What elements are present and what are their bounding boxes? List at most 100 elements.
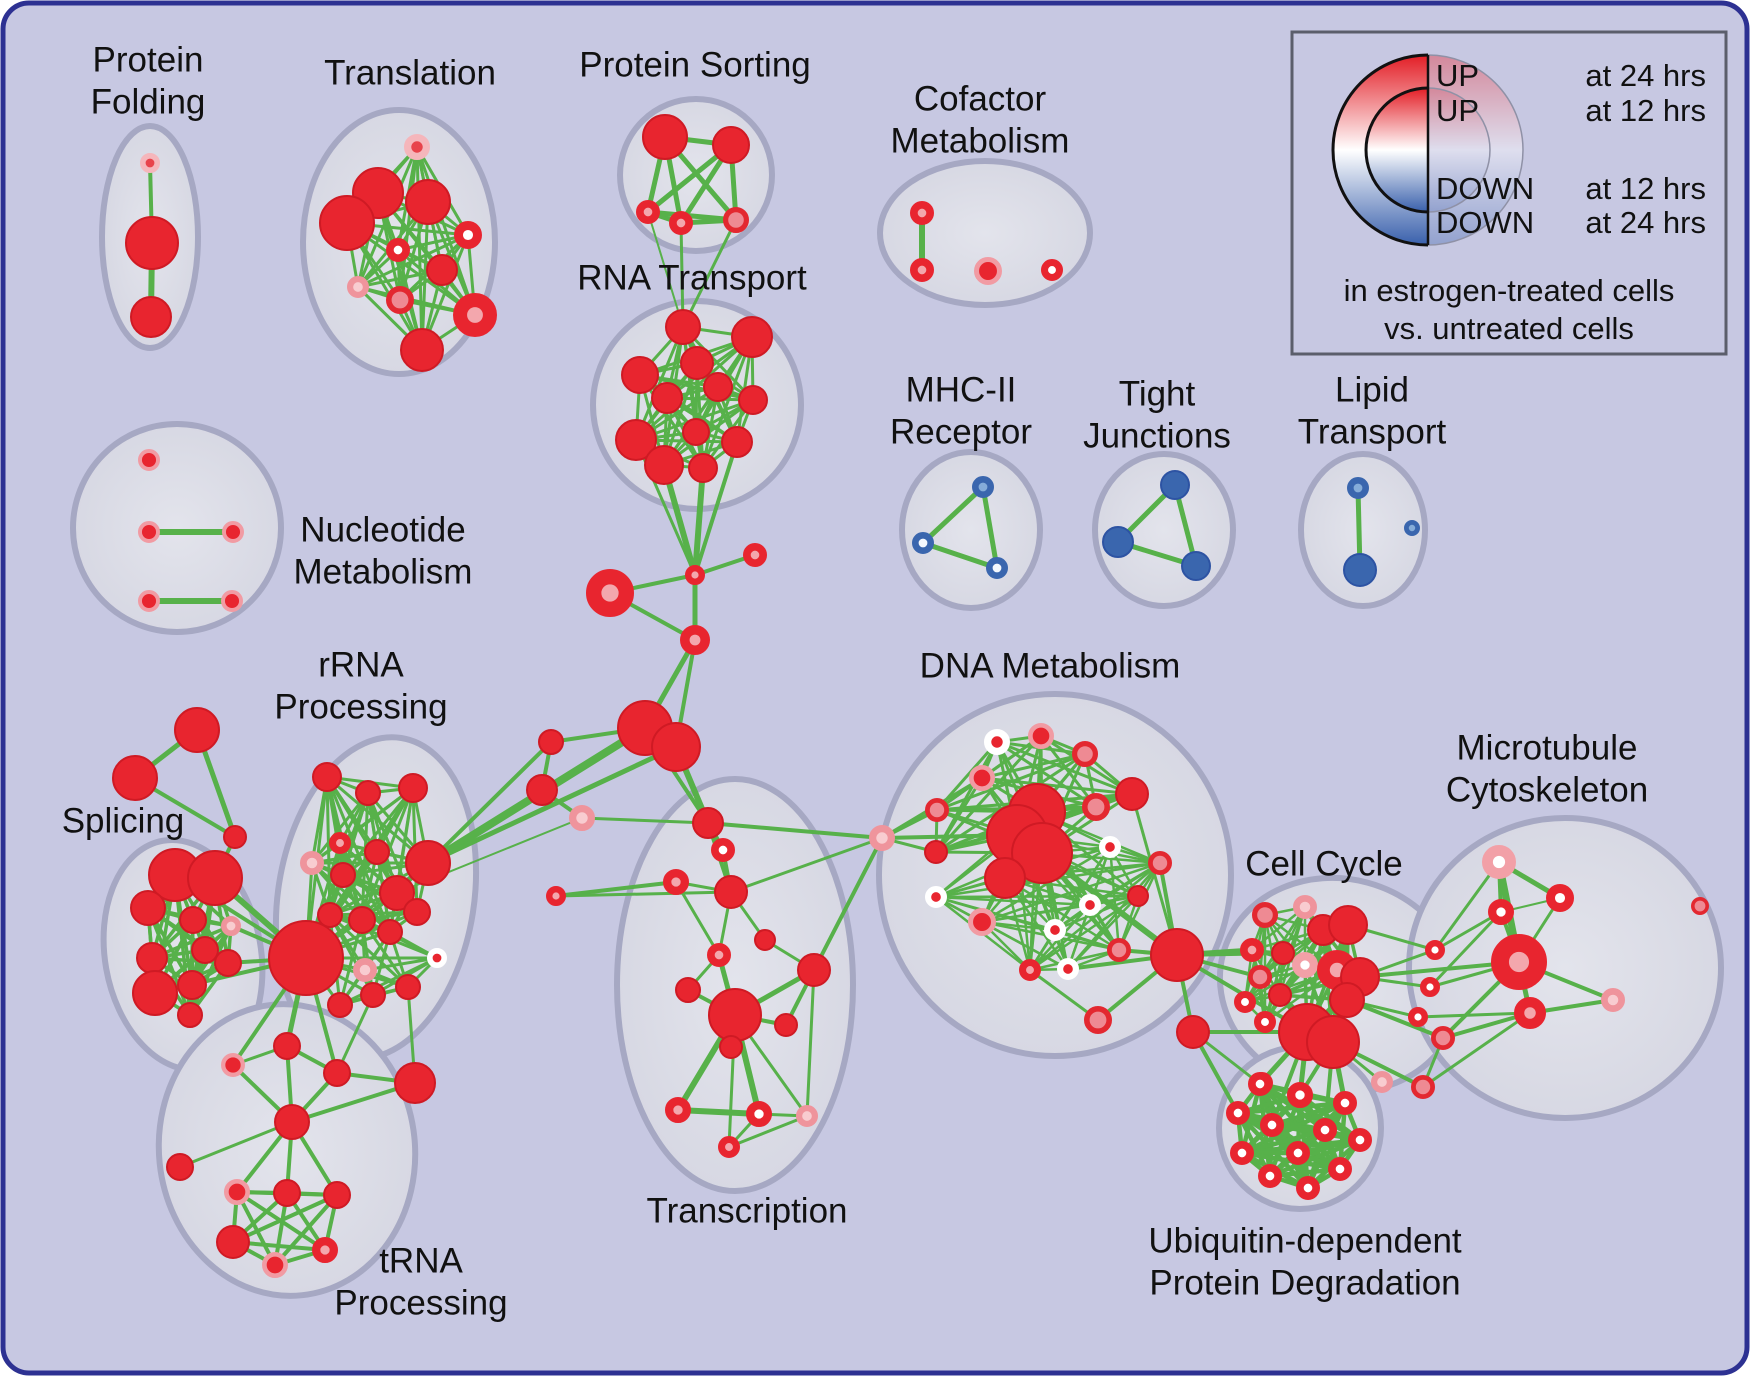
- edge-rr10-rr19: [338, 918, 364, 1007]
- node-nm3: [221, 520, 244, 543]
- node-tl9: [385, 285, 414, 314]
- node-dm0: [869, 825, 896, 852]
- node-cf2: [910, 257, 935, 282]
- node-mh3: [985, 556, 1008, 579]
- node-tr15: [718, 1136, 741, 1159]
- edge-tn7-tn10: [273, 1193, 339, 1267]
- edge-tn7-tn8: [231, 1193, 339, 1244]
- edge-tl1-tl10: [415, 145, 477, 317]
- node-tr9: [797, 953, 831, 987]
- edge-dm3-dm4: [980, 752, 1087, 780]
- cluster-label-mhc-ii-receptor-line2: Receptor: [890, 412, 1032, 451]
- node-tn4: [166, 1153, 194, 1181]
- node-dm16: [925, 886, 948, 909]
- node-md6: [651, 722, 701, 772]
- node-dx2: [1084, 1005, 1113, 1034]
- edge-tn3-rr18: [335, 993, 375, 1075]
- node-dm20: [1107, 938, 1132, 963]
- node-cc8: [1268, 983, 1292, 1007]
- node-tr1: [692, 807, 724, 839]
- node-lo2: [569, 805, 596, 832]
- node-tr3: [662, 868, 689, 895]
- node-dm21: [1019, 959, 1042, 982]
- node-tr7: [675, 977, 701, 1003]
- edge-tr14-tr15: [727, 1114, 809, 1149]
- node-cc22: [1431, 1026, 1456, 1051]
- edge-dm17-dm18: [980, 903, 1092, 924]
- cluster-label-protein-folding-line2: Folding: [91, 82, 206, 121]
- node-ub2: [1287, 1082, 1314, 1109]
- cluster-label-rna-transport-line1: RNA Transport: [577, 258, 807, 297]
- edge-rx1-tnh: [290, 1081, 417, 1124]
- edge-dm18-dm22: [980, 920, 1070, 971]
- node-rr4: [328, 832, 351, 855]
- cluster-label-lipid-transport-line1: Lipid: [1335, 370, 1409, 409]
- node-dm3: [1071, 740, 1098, 767]
- node-tr14: [796, 1104, 819, 1127]
- cluster-label-ubiquitin-degradation-line1: Ubiquitin-dependent: [1148, 1221, 1462, 1260]
- node-lo1: [526, 774, 558, 806]
- node-sp13: [214, 949, 242, 977]
- node-dm15: [1127, 885, 1149, 907]
- cluster-label-trna-processing-line1: tRNA: [379, 1241, 463, 1280]
- legend-row-4-direction: DOWN: [1436, 205, 1534, 240]
- node-tj2: [1102, 526, 1134, 558]
- edge-mh1-mh3: [980, 484, 1000, 571]
- edge-rr9-rr17: [328, 913, 410, 989]
- edge-ps3-rt1: [647, 211, 684, 328]
- node-cc5: [1292, 951, 1319, 978]
- cluster-label-microtubule-cytoskeleton-line1: Microtubule: [1457, 728, 1638, 767]
- node-sp8: [221, 915, 242, 936]
- node-rx1: [394, 1062, 436, 1104]
- node-rt5: [703, 372, 733, 402]
- node-sp9: [136, 942, 168, 974]
- node-lt1: [1347, 476, 1370, 499]
- edge-dm2-dm12: [934, 734, 1043, 854]
- node-rr13: [405, 840, 451, 886]
- edge-lo3-tr3: [554, 880, 678, 898]
- edge-dm15-dm16: [934, 894, 1140, 899]
- node-rr6: [330, 862, 356, 888]
- cluster-label-cell-cycle-line1: Cell Cycle: [1245, 844, 1403, 883]
- node-tl11: [400, 328, 444, 372]
- node-rt2: [731, 316, 773, 358]
- node-mt7: [1691, 896, 1710, 915]
- node-rr2: [355, 780, 381, 806]
- edge-rt2-rt8: [634, 335, 754, 442]
- edge-cc7-cc10: [1243, 928, 1325, 1004]
- node-dm14: [1148, 851, 1173, 876]
- node-ub1: [1247, 1071, 1272, 1096]
- node-ub5: [1259, 1112, 1284, 1137]
- node-pf2: [125, 216, 179, 270]
- node-rr17: [395, 974, 421, 1000]
- edge-rr13-md6: [425, 744, 679, 866]
- legend-outer-right-arc: [1427, 54, 1524, 246]
- node-tl10: [453, 293, 498, 338]
- node-rr16: [352, 957, 377, 982]
- node-rr14: [268, 920, 344, 996]
- node-pf3: [130, 296, 172, 338]
- node-cc16: [1306, 1015, 1360, 1069]
- node-dm6: [1115, 777, 1149, 811]
- node-mh1: [971, 475, 994, 498]
- node-tn2: [273, 1032, 301, 1060]
- edge-cc24-mt5: [1421, 1011, 1532, 1089]
- node-lt3: [1404, 520, 1421, 537]
- node-rt11: [644, 445, 684, 485]
- node-ps5: [722, 207, 749, 234]
- node-nm1: [137, 449, 160, 472]
- node-tr8: [708, 988, 762, 1042]
- edge-rt10-md1: [693, 440, 739, 577]
- node-mt3: [1488, 898, 1515, 925]
- legend-fade-right: [1428, 55, 1523, 245]
- edge-dx2-dm21: [1028, 968, 1100, 1022]
- edge-tr4-dm0: [729, 836, 884, 894]
- node-cc4: [1271, 941, 1295, 965]
- edge-tr12-tr13: [675, 1107, 762, 1117]
- node-dm22: [1056, 958, 1079, 981]
- edge-rr13-md7: [426, 740, 553, 865]
- node-rt12: [688, 453, 718, 483]
- node-tl6: [385, 237, 410, 262]
- legend-row-3-direction: DOWN: [1436, 171, 1534, 206]
